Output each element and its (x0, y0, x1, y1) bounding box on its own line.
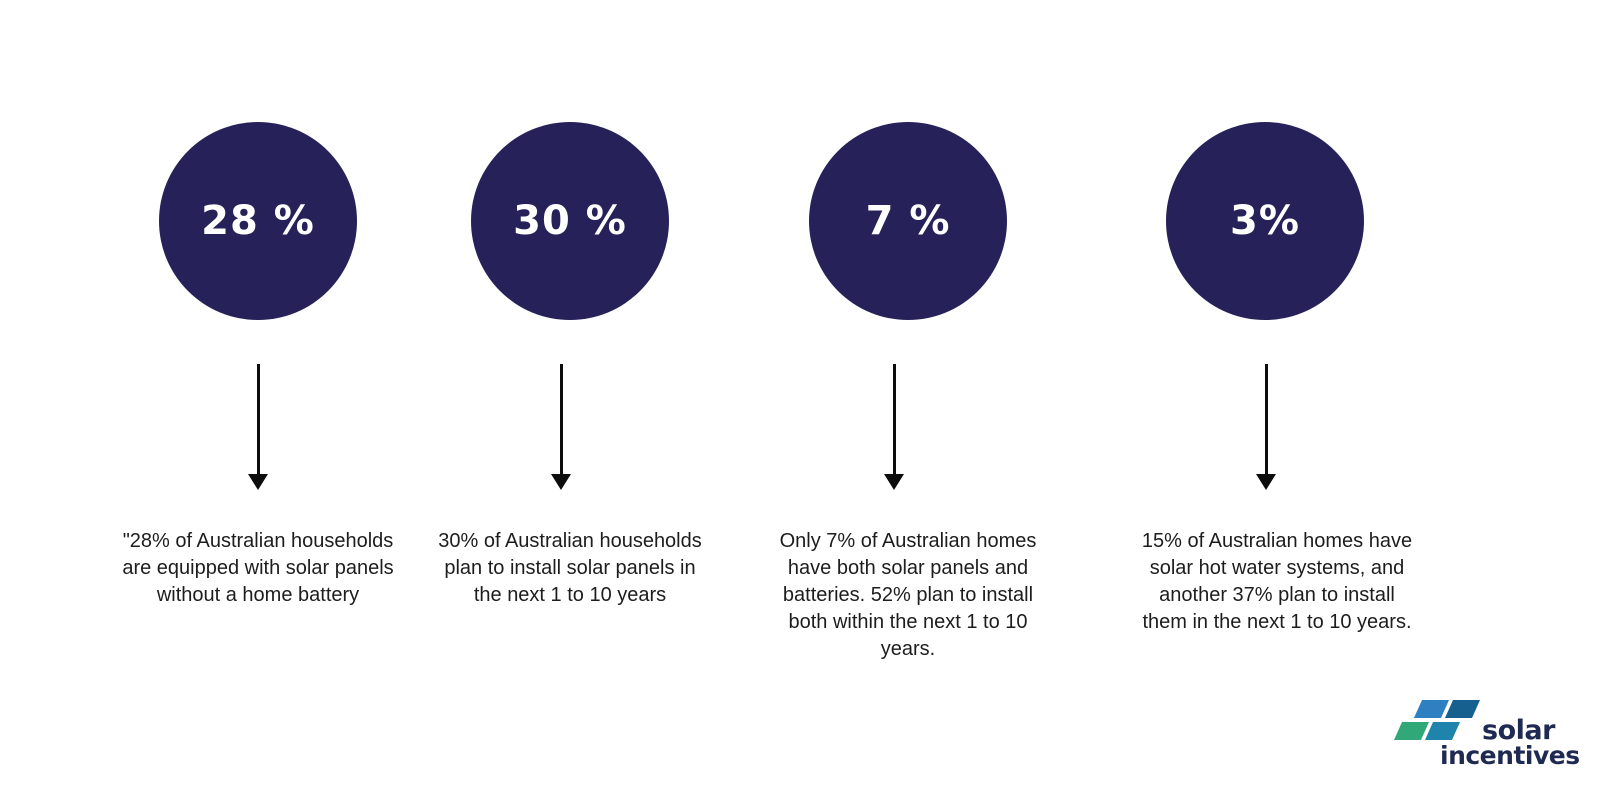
stat-value: 3% (1230, 198, 1300, 244)
logo-word-incentives: incentives (1440, 741, 1580, 770)
arrow-head (884, 474, 904, 490)
solar-panel-shape (1444, 700, 1481, 718)
down-arrow-icon (884, 364, 904, 490)
solar-panels-icon (1393, 698, 1482, 742)
stat-value: 7 % (865, 198, 951, 244)
stat-description: 30% of Australian households plan to ins… (438, 530, 702, 606)
stat-circle-28: 28 % (159, 122, 357, 320)
stat-value: 30 % (513, 198, 627, 244)
stat-description: 15% of Australian homes have solar hot w… (1141, 530, 1413, 633)
down-arrow-icon (551, 364, 571, 490)
stat-value: 28 % (201, 198, 315, 244)
stat-circle-30: 30 % (471, 122, 669, 320)
logo-word-solar: solar (1482, 715, 1555, 746)
solar-panel-shape (1413, 700, 1450, 718)
solar-incentives-logo: solar incentives (1393, 698, 1580, 770)
arrow-head (248, 474, 268, 490)
stat-circle-7: 7 % (809, 122, 1007, 320)
stat-description: Only 7% of Australian homes have both so… (779, 530, 1037, 660)
solar-panel-shape (1424, 722, 1461, 740)
arrow-line (559, 364, 563, 474)
arrow-line (256, 364, 260, 474)
stat-description: "28% of Australian households are equipp… (122, 530, 394, 606)
solar-panel-shape (1393, 722, 1430, 740)
down-arrow-icon (248, 364, 268, 490)
arrow-line (892, 364, 896, 474)
arrow-head (551, 474, 571, 490)
arrow-line (1264, 364, 1268, 474)
arrow-head (1256, 474, 1276, 490)
down-arrow-icon (1256, 364, 1276, 490)
stat-circle-3: 3% (1166, 122, 1364, 320)
